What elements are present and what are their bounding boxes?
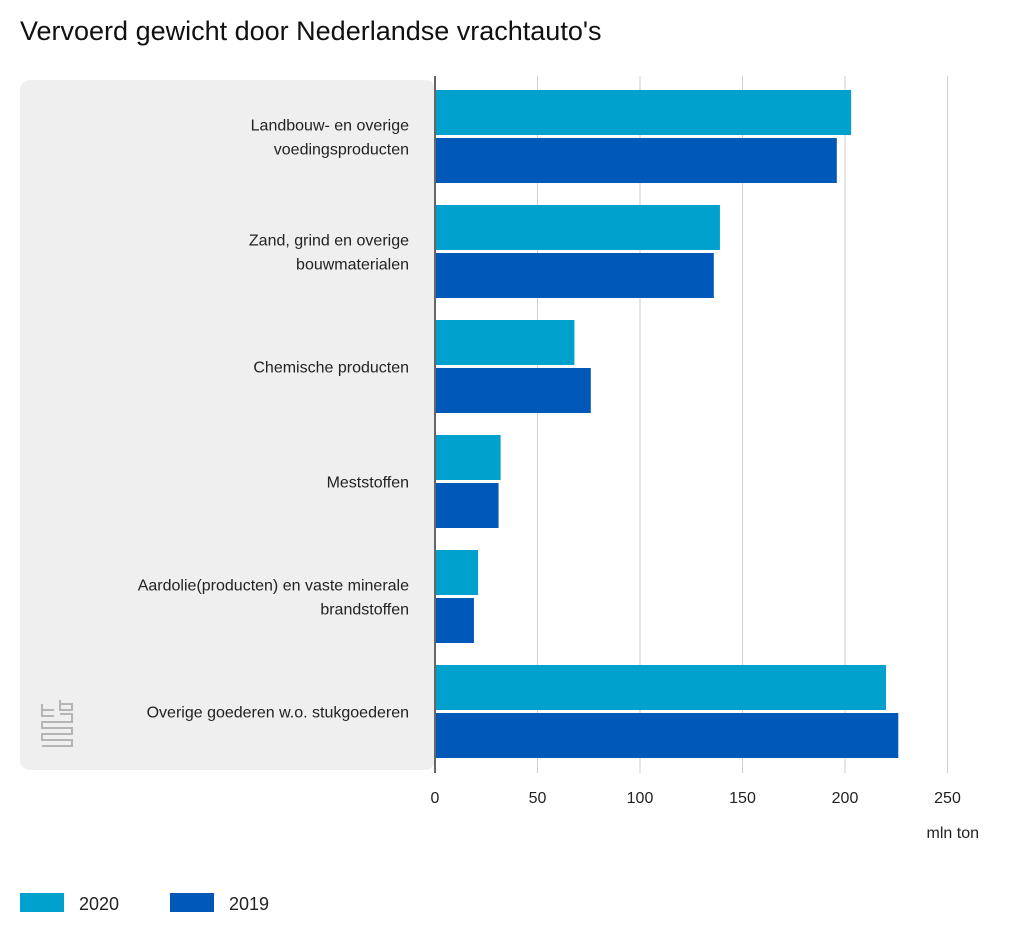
legend-swatch xyxy=(20,893,64,912)
bar-2020 xyxy=(435,550,479,595)
bar-2019 xyxy=(435,368,591,413)
x-tick-label: 250 xyxy=(934,790,961,807)
bar-2020 xyxy=(435,90,852,135)
category-label: Aardolie(producten) en vaste minerale xyxy=(138,578,409,595)
x-tick-labels: 0 50 100 150 200 250 xyxy=(431,790,961,807)
category-label: Landbouw- en overige xyxy=(251,118,409,135)
legend: 2020 2019 xyxy=(20,893,269,914)
bar-2019 xyxy=(435,483,499,528)
category-labels: Landbouw- en overige voedingsproducten Zan… xyxy=(138,118,409,722)
category-label: Meststoffen xyxy=(327,475,409,492)
legend-swatch xyxy=(170,893,214,912)
x-tick-label: 150 xyxy=(729,790,756,807)
legend-label: 2020 xyxy=(79,894,119,914)
bar-2019 xyxy=(435,253,714,298)
bar-2019 xyxy=(435,713,899,758)
bars xyxy=(435,90,899,758)
bar-2019 xyxy=(435,598,474,643)
bar-2020 xyxy=(435,665,886,710)
x-axis-unit: mln ton xyxy=(927,825,979,842)
cbs-logo xyxy=(41,700,73,747)
category-panel xyxy=(20,80,435,770)
category-label: voedingsproducten xyxy=(274,142,409,159)
category-label: Chemische producten xyxy=(253,360,409,377)
legend-label: 2019 xyxy=(229,894,269,914)
x-tick-label: 50 xyxy=(529,790,547,807)
grid-lines xyxy=(537,76,948,773)
x-tick-label: 200 xyxy=(832,790,859,807)
bar-2019 xyxy=(435,138,837,183)
chart-title: Vervoerd gewicht door Nederlandse vracht… xyxy=(20,16,602,46)
bar-2020 xyxy=(435,320,575,365)
category-label: Overige goederen w.o. stukgoederen xyxy=(147,705,409,722)
category-label: brandstoffen xyxy=(320,602,409,619)
bar-2020 xyxy=(435,435,501,480)
x-tick-label: 100 xyxy=(627,790,654,807)
bar-2020 xyxy=(435,205,720,250)
category-label: bouwmaterialen xyxy=(296,257,409,274)
category-label: Zand, grind en overige xyxy=(249,233,409,250)
x-tick-label: 0 xyxy=(431,790,440,807)
